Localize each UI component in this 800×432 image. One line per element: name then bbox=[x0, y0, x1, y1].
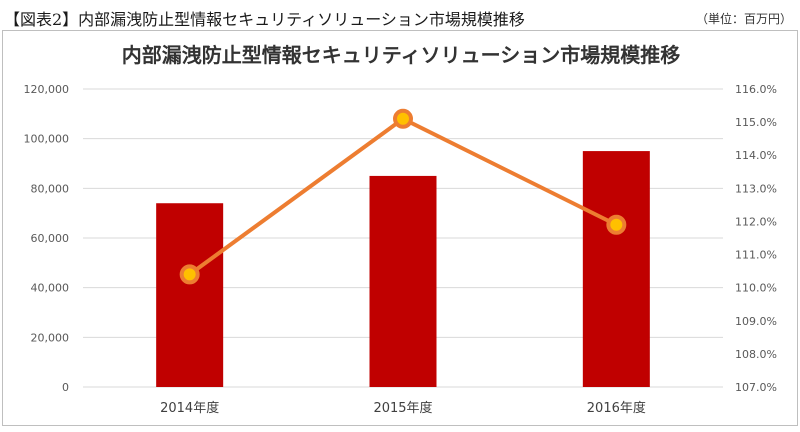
y-left-tick-label: 20,000 bbox=[31, 331, 70, 344]
y-right-tick-label: 113.0% bbox=[735, 182, 777, 195]
header: 【図表2】内部漏洩防止型情報セキュリティソリューション市場規模推移 （単位：百万… bbox=[0, 0, 800, 30]
y-right-tick-label: 114.0% bbox=[735, 149, 777, 162]
y-right-tick-label: 109.0% bbox=[735, 315, 777, 328]
combo-chart: 0 20,000 40,000 60,000 80,000 100,000 120,000 1… bbox=[24, 83, 777, 416]
y-left-tick-label: 80,000 bbox=[31, 182, 70, 195]
bar bbox=[582, 151, 650, 387]
y-right-tick-label: 111.0% bbox=[735, 249, 777, 262]
figure-title: 【図表2】内部漏洩防止型情報セキュリティソリューション市場規模推移 bbox=[4, 10, 525, 29]
y-right-tick-label: 112.0% bbox=[735, 215, 777, 228]
x-tick-label: 2016年度 bbox=[587, 400, 646, 416]
y-right-tick-label: 110.0% bbox=[735, 282, 777, 295]
y-right-tick-label: 115.0% bbox=[735, 116, 777, 129]
chart-container: 内部漏洩防止型情報セキュリティソリューション市場規模推移 0 20,000 40,0… bbox=[2, 30, 798, 426]
y-left-tick-label: 100,000 bbox=[24, 133, 70, 146]
y-left-tick-label: 60,000 bbox=[31, 232, 70, 245]
line-point bbox=[393, 108, 413, 129]
y-right-tick-label: 116.0% bbox=[735, 83, 777, 96]
y-left-tick-label: 0 bbox=[62, 381, 69, 394]
y-left-tick-label: 40,000 bbox=[31, 282, 70, 295]
line-point bbox=[606, 214, 627, 235]
y-right-tick-label: 107.0% bbox=[735, 381, 777, 394]
x-tick-label: 2015年度 bbox=[373, 400, 432, 416]
bar bbox=[369, 175, 437, 387]
bar bbox=[156, 203, 224, 387]
y-left-tick-label: 120,000 bbox=[24, 83, 70, 96]
y-right-tick-label: 108.0% bbox=[735, 348, 777, 361]
unit-label: （単位：百万円） bbox=[695, 12, 792, 26]
line-point bbox=[179, 264, 200, 285]
x-tick-label: 2014年度 bbox=[160, 400, 219, 416]
chart-title: 内部漏洩防止型情報セキュリティソリューション市場規模推移 bbox=[121, 43, 681, 67]
